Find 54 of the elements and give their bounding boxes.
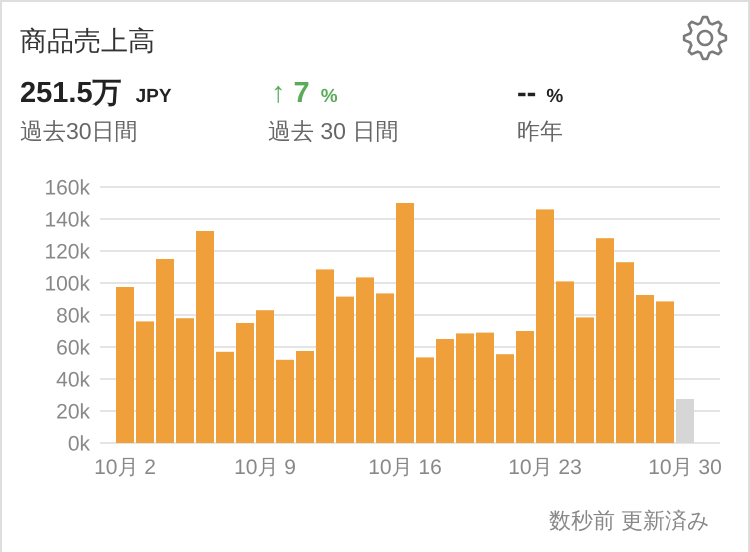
bar: [656, 301, 674, 443]
text: 251.5万: [20, 77, 122, 109]
y-tick-label: 20k: [56, 400, 90, 424]
bar: [576, 317, 594, 443]
x-tick-label: 10月 9: [234, 456, 296, 479]
bar: [516, 331, 534, 443]
bar: [536, 209, 554, 443]
text: --: [517, 77, 536, 109]
bar: [496, 354, 514, 443]
x-tick-label: 10月 2: [94, 456, 156, 479]
bar: [616, 262, 634, 443]
bar: [236, 323, 254, 443]
y-tick-label: 100k: [44, 272, 90, 296]
bar: [276, 360, 294, 443]
y-tick-label: 140k: [44, 208, 90, 232]
bar: [416, 357, 434, 443]
bar: [156, 259, 174, 443]
x-tick-label: 10月 16: [368, 456, 442, 479]
bar: [356, 277, 374, 443]
text: 過去30日間: [20, 118, 138, 144]
bar: [436, 339, 454, 443]
bar: [176, 318, 194, 443]
y-tick-label: 40k: [56, 368, 90, 392]
bar: [456, 333, 474, 443]
text: %: [546, 86, 564, 107]
bar: [556, 281, 574, 443]
bar: [636, 295, 654, 443]
bar: [136, 321, 154, 443]
chart-title: 商品売上高: [20, 26, 155, 56]
bar: [116, 287, 134, 443]
text: JPY: [136, 86, 172, 107]
y-tick-label: 80k: [56, 304, 90, 328]
y-tick-label: 0k: [68, 432, 90, 456]
bar: [256, 310, 274, 443]
x-tick-label: 10月 30: [648, 456, 722, 479]
bar: [196, 231, 214, 443]
bar: [476, 332, 494, 443]
y-tick-label: 160k: [44, 176, 90, 200]
bar: [396, 203, 414, 443]
text: 過去 30 日間: [268, 118, 398, 144]
bar: [316, 269, 334, 443]
bar: [376, 293, 394, 443]
bar: [596, 238, 614, 443]
bar: [296, 351, 314, 443]
text: ↑ 7: [271, 77, 310, 109]
text: %: [320, 86, 338, 107]
x-tick-label: 10月 23: [508, 456, 582, 479]
bar: [336, 296, 354, 443]
bar: [676, 399, 694, 443]
y-tick-label: 120k: [44, 240, 90, 264]
bar: [216, 352, 234, 443]
text: 昨年: [517, 118, 563, 144]
y-tick-label: 60k: [56, 336, 90, 360]
text: 数秒前 更新済み: [548, 508, 710, 533]
